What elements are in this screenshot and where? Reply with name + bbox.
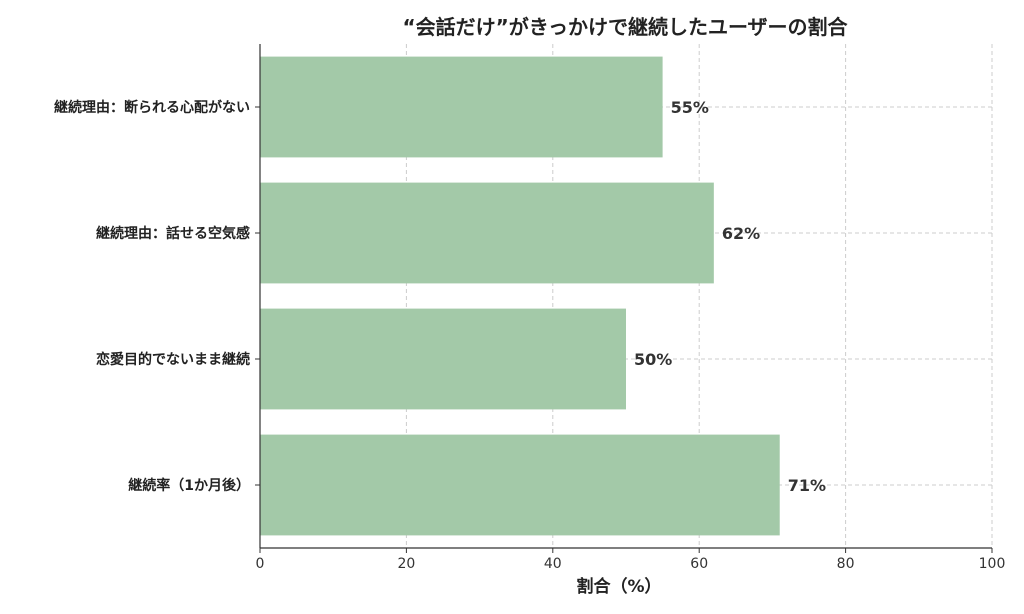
x-tick-label: 100 [979,556,1006,572]
bar [260,182,714,284]
data-labels: 55% 62% 50% 71% [634,98,826,495]
category-label: 継続理由：話せる空気感 [96,225,250,242]
x-tick-label: 0 [256,556,265,572]
category-label: 継続率（1か月後） [128,477,250,494]
bar [260,434,780,536]
chart-title: “会話だけ”がきっかけで継続したユーザーの割合 [402,15,848,39]
bar-value-label: 71% [788,476,826,495]
bar-value-label: 62% [722,224,760,243]
x-tick-label: 60 [690,556,708,572]
bar [260,56,663,158]
bar-value-label: 55% [671,98,709,117]
axes: 0 20 40 60 80 100 [255,44,1005,572]
bars [260,56,780,536]
bar-value-label: 50% [634,350,672,369]
x-tick-label: 20 [397,556,415,572]
category-label: 恋愛目的でないまま継続 [96,351,250,368]
x-tick-label: 40 [544,556,562,572]
x-tick-label: 80 [837,556,855,572]
x-axis-title: 割合（%） [576,576,661,597]
bar [260,308,626,410]
category-label: 継続理由：断られる心配がない [54,99,250,116]
category-labels: 継続理由：断られる心配がない継続理由：話せる空気感恋愛目的でないまま継続継続率（… [54,99,250,494]
